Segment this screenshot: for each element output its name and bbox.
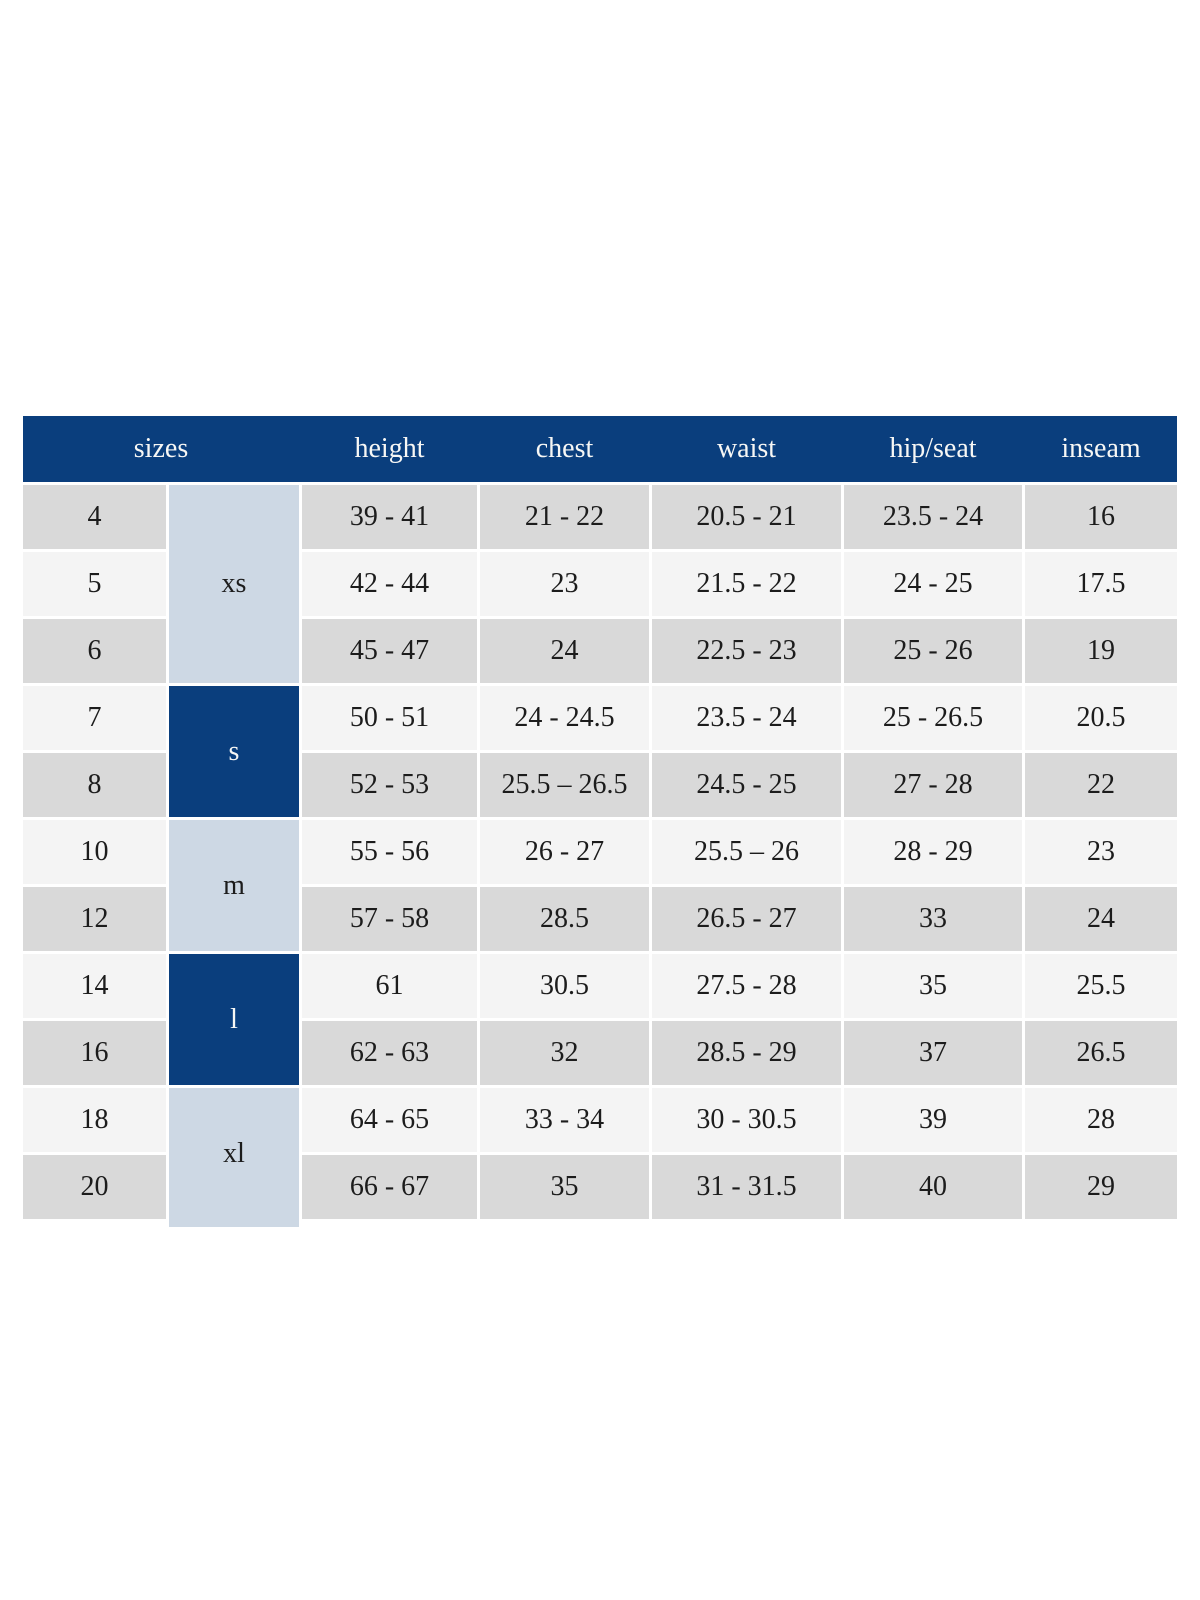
size-chart-table: sizes height chest waist hip/seat inseam… [23, 416, 1177, 1227]
cell-size: 16 [23, 1021, 166, 1085]
cell-chest: 21 - 22 [480, 485, 649, 549]
cell-size: 20 [23, 1155, 166, 1219]
cell-inseam: 26.5 [1025, 1021, 1177, 1085]
cell-chest: 32 [480, 1021, 649, 1085]
cell-size: 5 [23, 552, 166, 616]
cell-hip-seat: 40 [844, 1155, 1022, 1219]
cell-size: 4 [23, 485, 166, 549]
group-xl: xl [169, 1088, 299, 1227]
cell-hip-seat: 25 - 26.5 [844, 686, 1022, 750]
cell-inseam: 16 [1025, 485, 1177, 549]
cell-height: 62 - 63 [302, 1021, 477, 1085]
cell-inseam: 20.5 [1025, 686, 1177, 750]
cell-waist: 26.5 - 27 [652, 887, 841, 951]
cell-chest: 23 [480, 552, 649, 616]
cell-height: 50 - 51 [302, 686, 477, 750]
cell-inseam: 17.5 [1025, 552, 1177, 616]
cell-hip-seat: 23.5 - 24 [844, 485, 1022, 549]
cell-waist: 30 - 30.5 [652, 1088, 841, 1152]
cell-chest: 28.5 [480, 887, 649, 951]
cell-hip-seat: 24 - 25 [844, 552, 1022, 616]
cell-waist: 23.5 - 24 [652, 686, 841, 750]
cell-height: 39 - 41 [302, 485, 477, 549]
cell-chest: 30.5 [480, 954, 649, 1018]
cell-height: 66 - 67 [302, 1155, 477, 1219]
cell-waist: 22.5 - 23 [652, 619, 841, 683]
header-sizes: sizes [133, 433, 189, 464]
cell-inseam: 22 [1025, 753, 1177, 817]
header-height: height [354, 433, 425, 464]
cell-size: 12 [23, 887, 166, 951]
cell-chest: 24 [480, 619, 649, 683]
cell-chest: 25.5 – 26.5 [480, 753, 649, 817]
cell-hip-seat: 28 - 29 [844, 820, 1022, 884]
header-inseam: inseam [1061, 433, 1141, 464]
cell-size: 10 [23, 820, 166, 884]
cell-size: 14 [23, 954, 166, 1018]
header-chest: chest [535, 433, 594, 464]
cell-height: 45 - 47 [302, 619, 477, 683]
cell-size: 18 [23, 1088, 166, 1152]
cell-hip-seat: 33 [844, 887, 1022, 951]
cell-inseam: 24 [1025, 887, 1177, 951]
cell-hip-seat: 27 - 28 [844, 753, 1022, 817]
cell-inseam: 25.5 [1025, 954, 1177, 1018]
cell-waist: 20.5 - 21 [652, 485, 841, 549]
cell-inseam: 29 [1025, 1155, 1177, 1219]
cell-waist: 21.5 - 22 [652, 552, 841, 616]
header-hip-seat: hip/seat [889, 433, 977, 464]
cell-hip-seat: 39 [844, 1088, 1022, 1152]
cell-height: 61 [302, 954, 477, 1018]
cell-height: 52 - 53 [302, 753, 477, 817]
cell-inseam: 23 [1025, 820, 1177, 884]
cell-inseam: 28 [1025, 1088, 1177, 1152]
cell-chest: 24 - 24.5 [480, 686, 649, 750]
cell-waist: 31 - 31.5 [652, 1155, 841, 1219]
group-m: m [169, 820, 299, 951]
cell-waist: 28.5 - 29 [652, 1021, 841, 1085]
cell-size: 6 [23, 619, 166, 683]
cell-chest: 33 - 34 [480, 1088, 649, 1152]
cell-height: 64 - 65 [302, 1088, 477, 1152]
cell-height: 57 - 58 [302, 887, 477, 951]
cell-chest: 35 [480, 1155, 649, 1219]
table-header-row: sizes height chest waist hip/seat inseam [23, 416, 1177, 482]
cell-waist: 27.5 - 28 [652, 954, 841, 1018]
group-l: l [169, 954, 299, 1085]
cell-size: 7 [23, 686, 166, 750]
cell-hip-seat: 35 [844, 954, 1022, 1018]
cell-hip-seat: 25 - 26 [844, 619, 1022, 683]
cell-height: 42 - 44 [302, 552, 477, 616]
cell-hip-seat: 37 [844, 1021, 1022, 1085]
cell-height: 55 - 56 [302, 820, 477, 884]
cell-chest: 26 - 27 [480, 820, 649, 884]
group-xs: xs [169, 485, 299, 683]
cell-waist: 25.5 – 26 [652, 820, 841, 884]
group-s: s [169, 686, 299, 817]
header-waist: waist [716, 433, 777, 464]
cell-size: 8 [23, 753, 166, 817]
cell-waist: 24.5 - 25 [652, 753, 841, 817]
cell-inseam: 19 [1025, 619, 1177, 683]
